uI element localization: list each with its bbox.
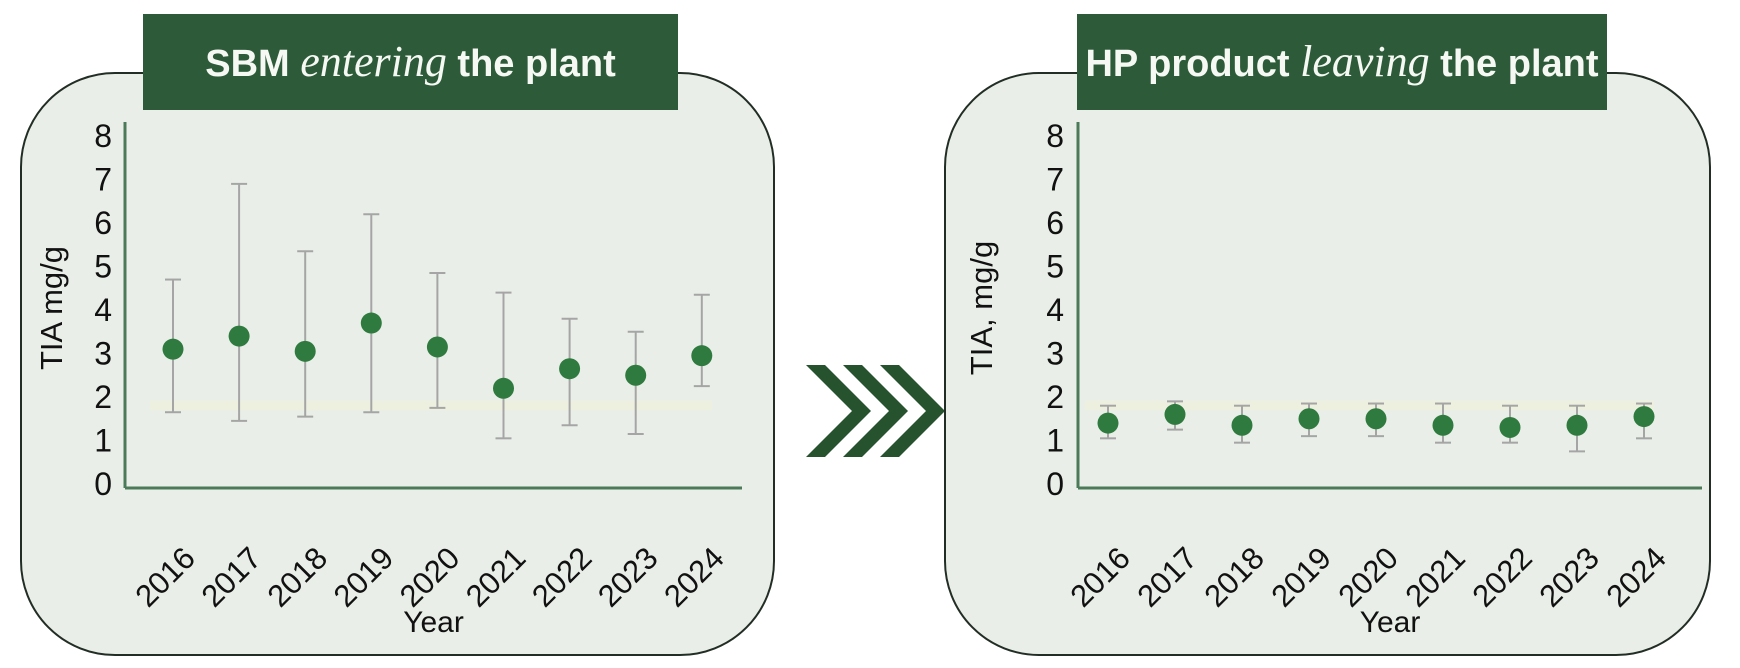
sbm-banner: SBM entering the plant: [143, 14, 678, 110]
hp-panel-card: [944, 72, 1711, 656]
banner-text-italic: entering: [300, 37, 447, 86]
banner-text-pre: HP product: [1085, 43, 1301, 85]
sbm-panel-card: [20, 72, 775, 656]
sbm-banner-title: SBM entering the plant: [205, 14, 616, 110]
hp-banner: HP product leaving the plant: [1077, 14, 1607, 110]
triple-chevron-right-icon: [806, 365, 945, 457]
hp-banner-title: HP product leaving the plant: [1085, 14, 1598, 110]
banner-text-post: the plant: [446, 43, 616, 85]
banner-text-italic: leaving: [1300, 37, 1430, 86]
banner-text-post: the plant: [1429, 43, 1599, 85]
banner-text-pre: SBM: [205, 43, 301, 85]
